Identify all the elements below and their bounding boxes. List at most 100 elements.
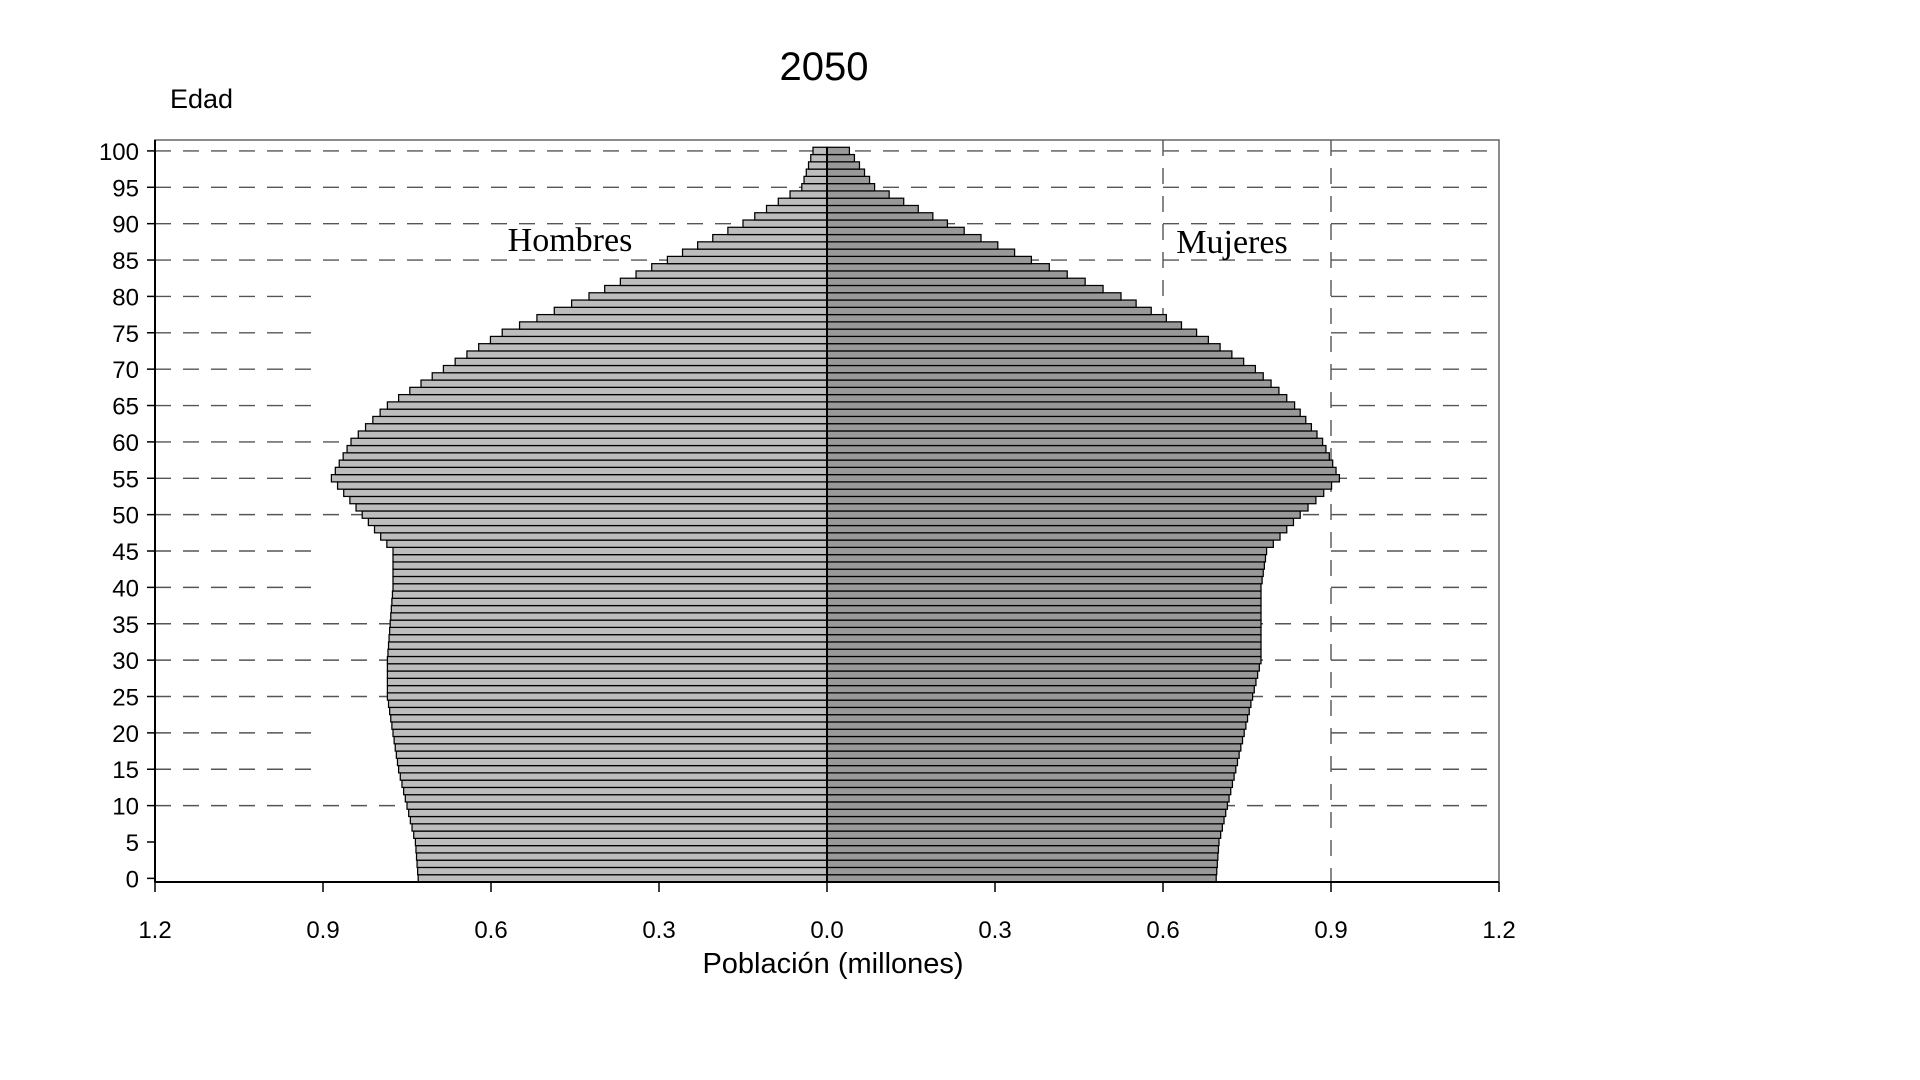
population-bar (387, 699, 828, 709)
population-bar (390, 612, 828, 621)
population-bar (826, 845, 1220, 854)
y-tick-label: 100 (99, 139, 139, 166)
y-tick-label: 80 (112, 284, 139, 311)
population-bar (406, 801, 828, 810)
population-bar (387, 648, 828, 658)
population-bar (826, 481, 1333, 490)
population-bar (826, 655, 1262, 665)
y-tick-label: 15 (112, 757, 139, 784)
population-bar (826, 146, 851, 156)
y-tick-label: 65 (112, 394, 139, 421)
x-tick-label: 0.6 (1146, 917, 1179, 944)
population-bar (826, 313, 1167, 323)
y-tick-label: 10 (112, 794, 139, 821)
population-bar (826, 510, 1301, 519)
population-bar (826, 292, 1122, 301)
x-axis-label: Población (millones) (702, 948, 963, 980)
population-bar (826, 772, 1235, 781)
population-bar (826, 524, 1288, 534)
population-bar (409, 386, 828, 396)
population-bar (826, 219, 949, 228)
population-bar (826, 212, 934, 221)
population-bar (466, 350, 828, 359)
population-bar (391, 597, 828, 607)
population-bar (379, 408, 828, 418)
population-bar (417, 874, 828, 883)
series-label-mujeres: Mujeres (1176, 224, 1287, 261)
population-bar (826, 452, 1330, 461)
population-bar (826, 190, 890, 199)
population-bar (803, 175, 828, 185)
population-bar (392, 546, 828, 556)
population-bar (826, 815, 1225, 825)
population-bar (367, 517, 828, 527)
population-bar (826, 757, 1239, 767)
population-bar (389, 619, 828, 629)
population-bar (826, 743, 1242, 752)
population-bar (826, 299, 1137, 308)
population-bar (777, 197, 828, 207)
population-bar (396, 757, 828, 767)
population-bar (388, 634, 828, 643)
population-bar (392, 554, 828, 563)
population-bar (712, 233, 828, 243)
population-bar (635, 270, 828, 279)
population-bar (372, 415, 828, 425)
population-bar (826, 619, 1262, 629)
population-bar (826, 357, 1245, 367)
population-bar (697, 241, 828, 250)
population-bar (420, 379, 828, 388)
population-bar (826, 604, 1262, 614)
population-bar (826, 801, 1229, 810)
population-bar (826, 343, 1221, 352)
population-bar (826, 794, 1230, 803)
population-bar (826, 153, 856, 163)
population-bar (826, 561, 1265, 570)
population-bar (826, 735, 1244, 745)
population-bar (765, 204, 828, 214)
population-bar (415, 845, 828, 854)
population-bar (826, 248, 1016, 258)
population-bar (826, 306, 1152, 316)
y-tick-label: 35 (112, 612, 139, 639)
population-bar (789, 190, 828, 199)
population-bar (826, 379, 1272, 388)
population-bar (826, 328, 1198, 338)
population-bar (373, 524, 828, 534)
population-bar (826, 663, 1260, 672)
population-bar (826, 459, 1334, 468)
population-bar (742, 219, 828, 228)
population-bar (395, 750, 828, 759)
population-bar (392, 728, 828, 738)
population-bar (826, 546, 1268, 556)
population-bar (826, 321, 1183, 330)
population-bar (826, 677, 1257, 687)
population-bar (826, 241, 999, 250)
y-tick-label: 5 (126, 830, 139, 857)
population-bar (380, 532, 828, 541)
population-bar (394, 743, 828, 752)
population-bar (826, 423, 1313, 432)
population-bar (478, 343, 828, 352)
population-bar (334, 466, 828, 476)
population-bar (826, 750, 1240, 759)
population-bar (826, 517, 1295, 527)
series-label-hombres: Hombres (508, 222, 633, 259)
y-tick-label: 55 (112, 466, 139, 493)
population-bar (389, 626, 828, 636)
population-bar (336, 481, 828, 490)
population-bar (826, 495, 1317, 505)
population-bar (826, 408, 1301, 418)
population-bar (346, 444, 828, 454)
chart-title: 2050 (780, 45, 869, 89)
population-bar (826, 612, 1262, 621)
population-bar (826, 284, 1104, 294)
population-bar (417, 866, 828, 876)
population-bar (386, 677, 828, 687)
population-bar (826, 823, 1223, 832)
population-bar (801, 183, 828, 192)
population-bar (392, 575, 828, 585)
population-bar (536, 313, 828, 323)
population-bar (812, 146, 828, 156)
population-bar (826, 808, 1227, 818)
